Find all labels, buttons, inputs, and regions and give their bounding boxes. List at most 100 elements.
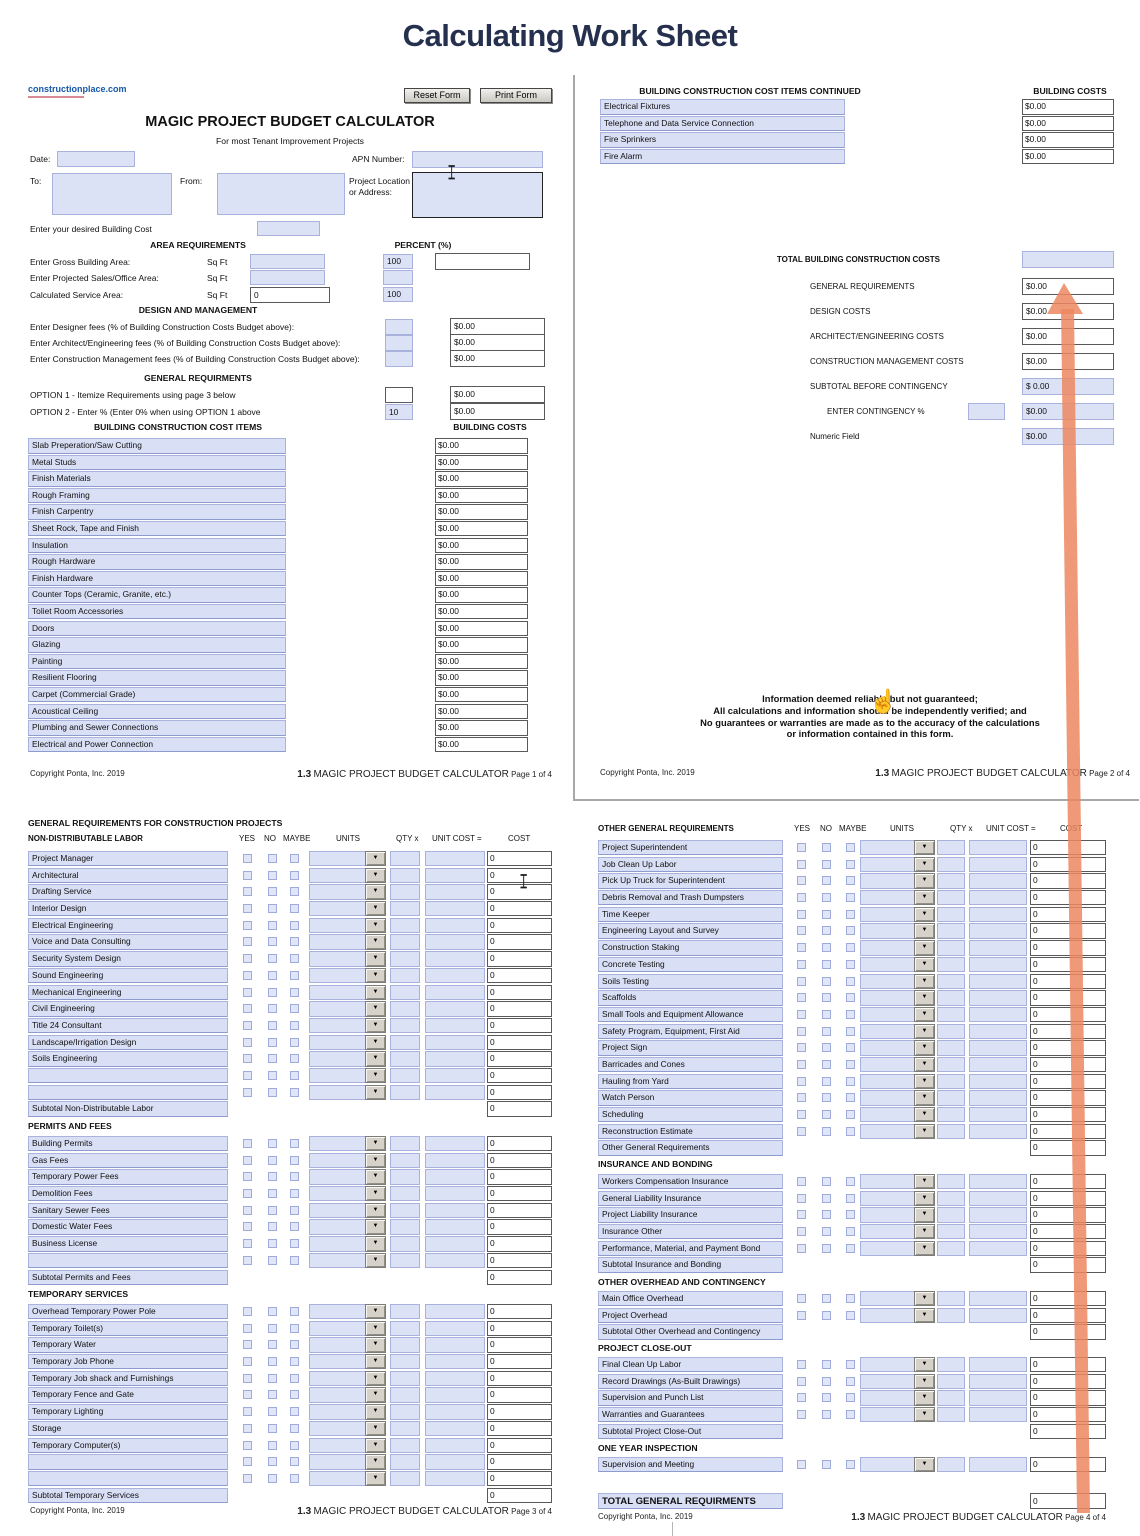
units-dropdown[interactable]: ▼: [860, 873, 935, 889]
cost-field[interactable]: 0: [487, 1337, 552, 1353]
yes-checkbox[interactable]: [797, 976, 806, 986]
contingency-pct-field[interactable]: [968, 403, 1005, 420]
dropdown-arrow-icon[interactable]: ▼: [914, 1023, 935, 1039]
yes-checkbox[interactable]: [243, 1255, 252, 1265]
yes-checkbox[interactable]: [797, 843, 806, 852]
yes-checkbox[interactable]: [243, 1189, 252, 1199]
unit-cost-field[interactable]: [969, 940, 1027, 956]
unit-cost-field[interactable]: [969, 1073, 1027, 1090]
unit-cost-field[interactable]: [425, 867, 485, 884]
from-field[interactable]: [217, 173, 345, 215]
no-checkbox[interactable]: [268, 970, 277, 980]
qty-field[interactable]: [390, 867, 420, 884]
no-checkbox[interactable]: [822, 1093, 831, 1103]
maybe-checkbox[interactable]: [290, 1423, 299, 1433]
contingency-value-field[interactable]: $0.00: [1022, 403, 1114, 420]
yes-checkbox[interactable]: [243, 870, 252, 880]
cost-field[interactable]: 0: [1030, 1307, 1106, 1324]
units-dropdown[interactable]: ▼: [860, 840, 935, 856]
yes-checkbox[interactable]: [797, 1310, 806, 1320]
yes-checkbox[interactable]: [797, 1376, 806, 1386]
no-checkbox[interactable]: [268, 1239, 277, 1249]
no-checkbox[interactable]: [268, 1054, 277, 1064]
gross-area-field[interactable]: [250, 254, 325, 269]
summary-value-field[interactable]: $0.00: [1022, 328, 1114, 345]
units-dropdown[interactable]: ▼: [860, 956, 935, 973]
units-dropdown[interactable]: ▼: [860, 1207, 935, 1223]
cost-field[interactable]: 0: [487, 1252, 552, 1269]
units-dropdown[interactable]: ▼: [309, 984, 386, 1000]
qty-field[interactable]: [390, 1370, 420, 1387]
units-dropdown[interactable]: ▼: [860, 1174, 935, 1190]
dropdown-arrow-icon[interactable]: ▼: [914, 956, 935, 973]
maybe-checkbox[interactable]: [290, 1323, 299, 1333]
service-area-field[interactable]: 0: [250, 287, 330, 303]
cost-field[interactable]: 0: [1030, 1423, 1106, 1440]
no-checkbox[interactable]: [268, 1457, 277, 1467]
dropdown-arrow-icon[interactable]: ▼: [365, 1152, 386, 1169]
cost-field[interactable]: 0: [1030, 1357, 1106, 1373]
maybe-checkbox[interactable]: [290, 1340, 299, 1350]
qty-field[interactable]: [937, 1023, 965, 1039]
units-dropdown[interactable]: ▼: [309, 934, 386, 950]
units-dropdown[interactable]: ▼: [860, 1307, 935, 1324]
cost-field[interactable]: 0: [487, 901, 552, 917]
qty-field[interactable]: [390, 851, 420, 867]
dropdown-arrow-icon[interactable]: ▼: [914, 1107, 935, 1123]
maybe-checkbox[interactable]: [846, 1460, 855, 1469]
location-field[interactable]: [412, 172, 543, 218]
building-cost-field[interactable]: [257, 221, 320, 236]
item-cost-field[interactable]: $0.00: [435, 438, 528, 454]
units-dropdown[interactable]: ▼: [860, 1357, 935, 1373]
unit-cost-field[interactable]: [969, 1224, 1027, 1240]
unit-cost-field[interactable]: [425, 1084, 485, 1101]
unit-cost-field[interactable]: [425, 1186, 485, 1202]
cost-field[interactable]: 0: [1030, 840, 1106, 856]
dropdown-arrow-icon[interactable]: ▼: [365, 1470, 386, 1487]
yes-checkbox[interactable]: [243, 954, 252, 964]
qty-field[interactable]: [937, 1090, 965, 1106]
units-dropdown[interactable]: ▼: [309, 1337, 386, 1353]
maybe-checkbox[interactable]: [290, 1239, 299, 1249]
qty-field[interactable]: [390, 1437, 420, 1453]
dropdown-arrow-icon[interactable]: ▼: [914, 923, 935, 939]
units-dropdown[interactable]: ▼: [309, 951, 386, 967]
qty-field[interactable]: [390, 1304, 420, 1320]
dropdown-arrow-icon[interactable]: ▼: [914, 890, 935, 906]
unit-cost-field[interactable]: [425, 984, 485, 1000]
yes-checkbox[interactable]: [797, 1126, 806, 1136]
dropdown-arrow-icon[interactable]: ▼: [914, 1291, 935, 1307]
gross-area-percent[interactable]: 100: [383, 254, 413, 269]
dropdown-arrow-icon[interactable]: ▼: [365, 1067, 386, 1084]
yes-checkbox[interactable]: [243, 1139, 252, 1148]
maybe-checkbox[interactable]: [846, 859, 855, 869]
no-checkbox[interactable]: [822, 1376, 831, 1386]
units-dropdown[interactable]: ▼: [309, 1252, 386, 1269]
yes-checkbox[interactable]: [243, 887, 252, 897]
yes-checkbox[interactable]: [243, 1172, 252, 1182]
maybe-checkbox[interactable]: [846, 843, 855, 852]
no-checkbox[interactable]: [268, 920, 277, 930]
yes-checkbox[interactable]: [243, 970, 252, 980]
qty-field[interactable]: [390, 1034, 420, 1050]
item-cost-field[interactable]: $0.00: [1022, 115, 1114, 132]
units-dropdown[interactable]: ▼: [309, 1017, 386, 1034]
no-checkbox[interactable]: [268, 1070, 277, 1080]
unit-cost-field[interactable]: [969, 1023, 1027, 1039]
dropdown-arrow-icon[interactable]: ▼: [914, 1373, 935, 1390]
dropdown-arrow-icon[interactable]: ▼: [365, 967, 386, 984]
item-cost-field[interactable]: $0.00: [435, 653, 528, 670]
units-dropdown[interactable]: ▼: [309, 967, 386, 984]
yes-checkbox[interactable]: [243, 1155, 252, 1165]
cost-field[interactable]: 0: [487, 1186, 552, 1202]
qty-field[interactable]: [390, 1186, 420, 1202]
maybe-checkbox[interactable]: [290, 1070, 299, 1080]
maybe-checkbox[interactable]: [290, 904, 299, 914]
maybe-checkbox[interactable]: [290, 870, 299, 880]
no-checkbox[interactable]: [822, 1126, 831, 1136]
unit-cost-field[interactable]: [969, 873, 1027, 889]
total-building-costs-field[interactable]: [1022, 251, 1114, 268]
units-dropdown[interactable]: ▼: [860, 906, 935, 923]
cost-field[interactable]: 0: [1030, 1023, 1106, 1039]
item-cost-field[interactable]: $0.00: [435, 537, 528, 554]
